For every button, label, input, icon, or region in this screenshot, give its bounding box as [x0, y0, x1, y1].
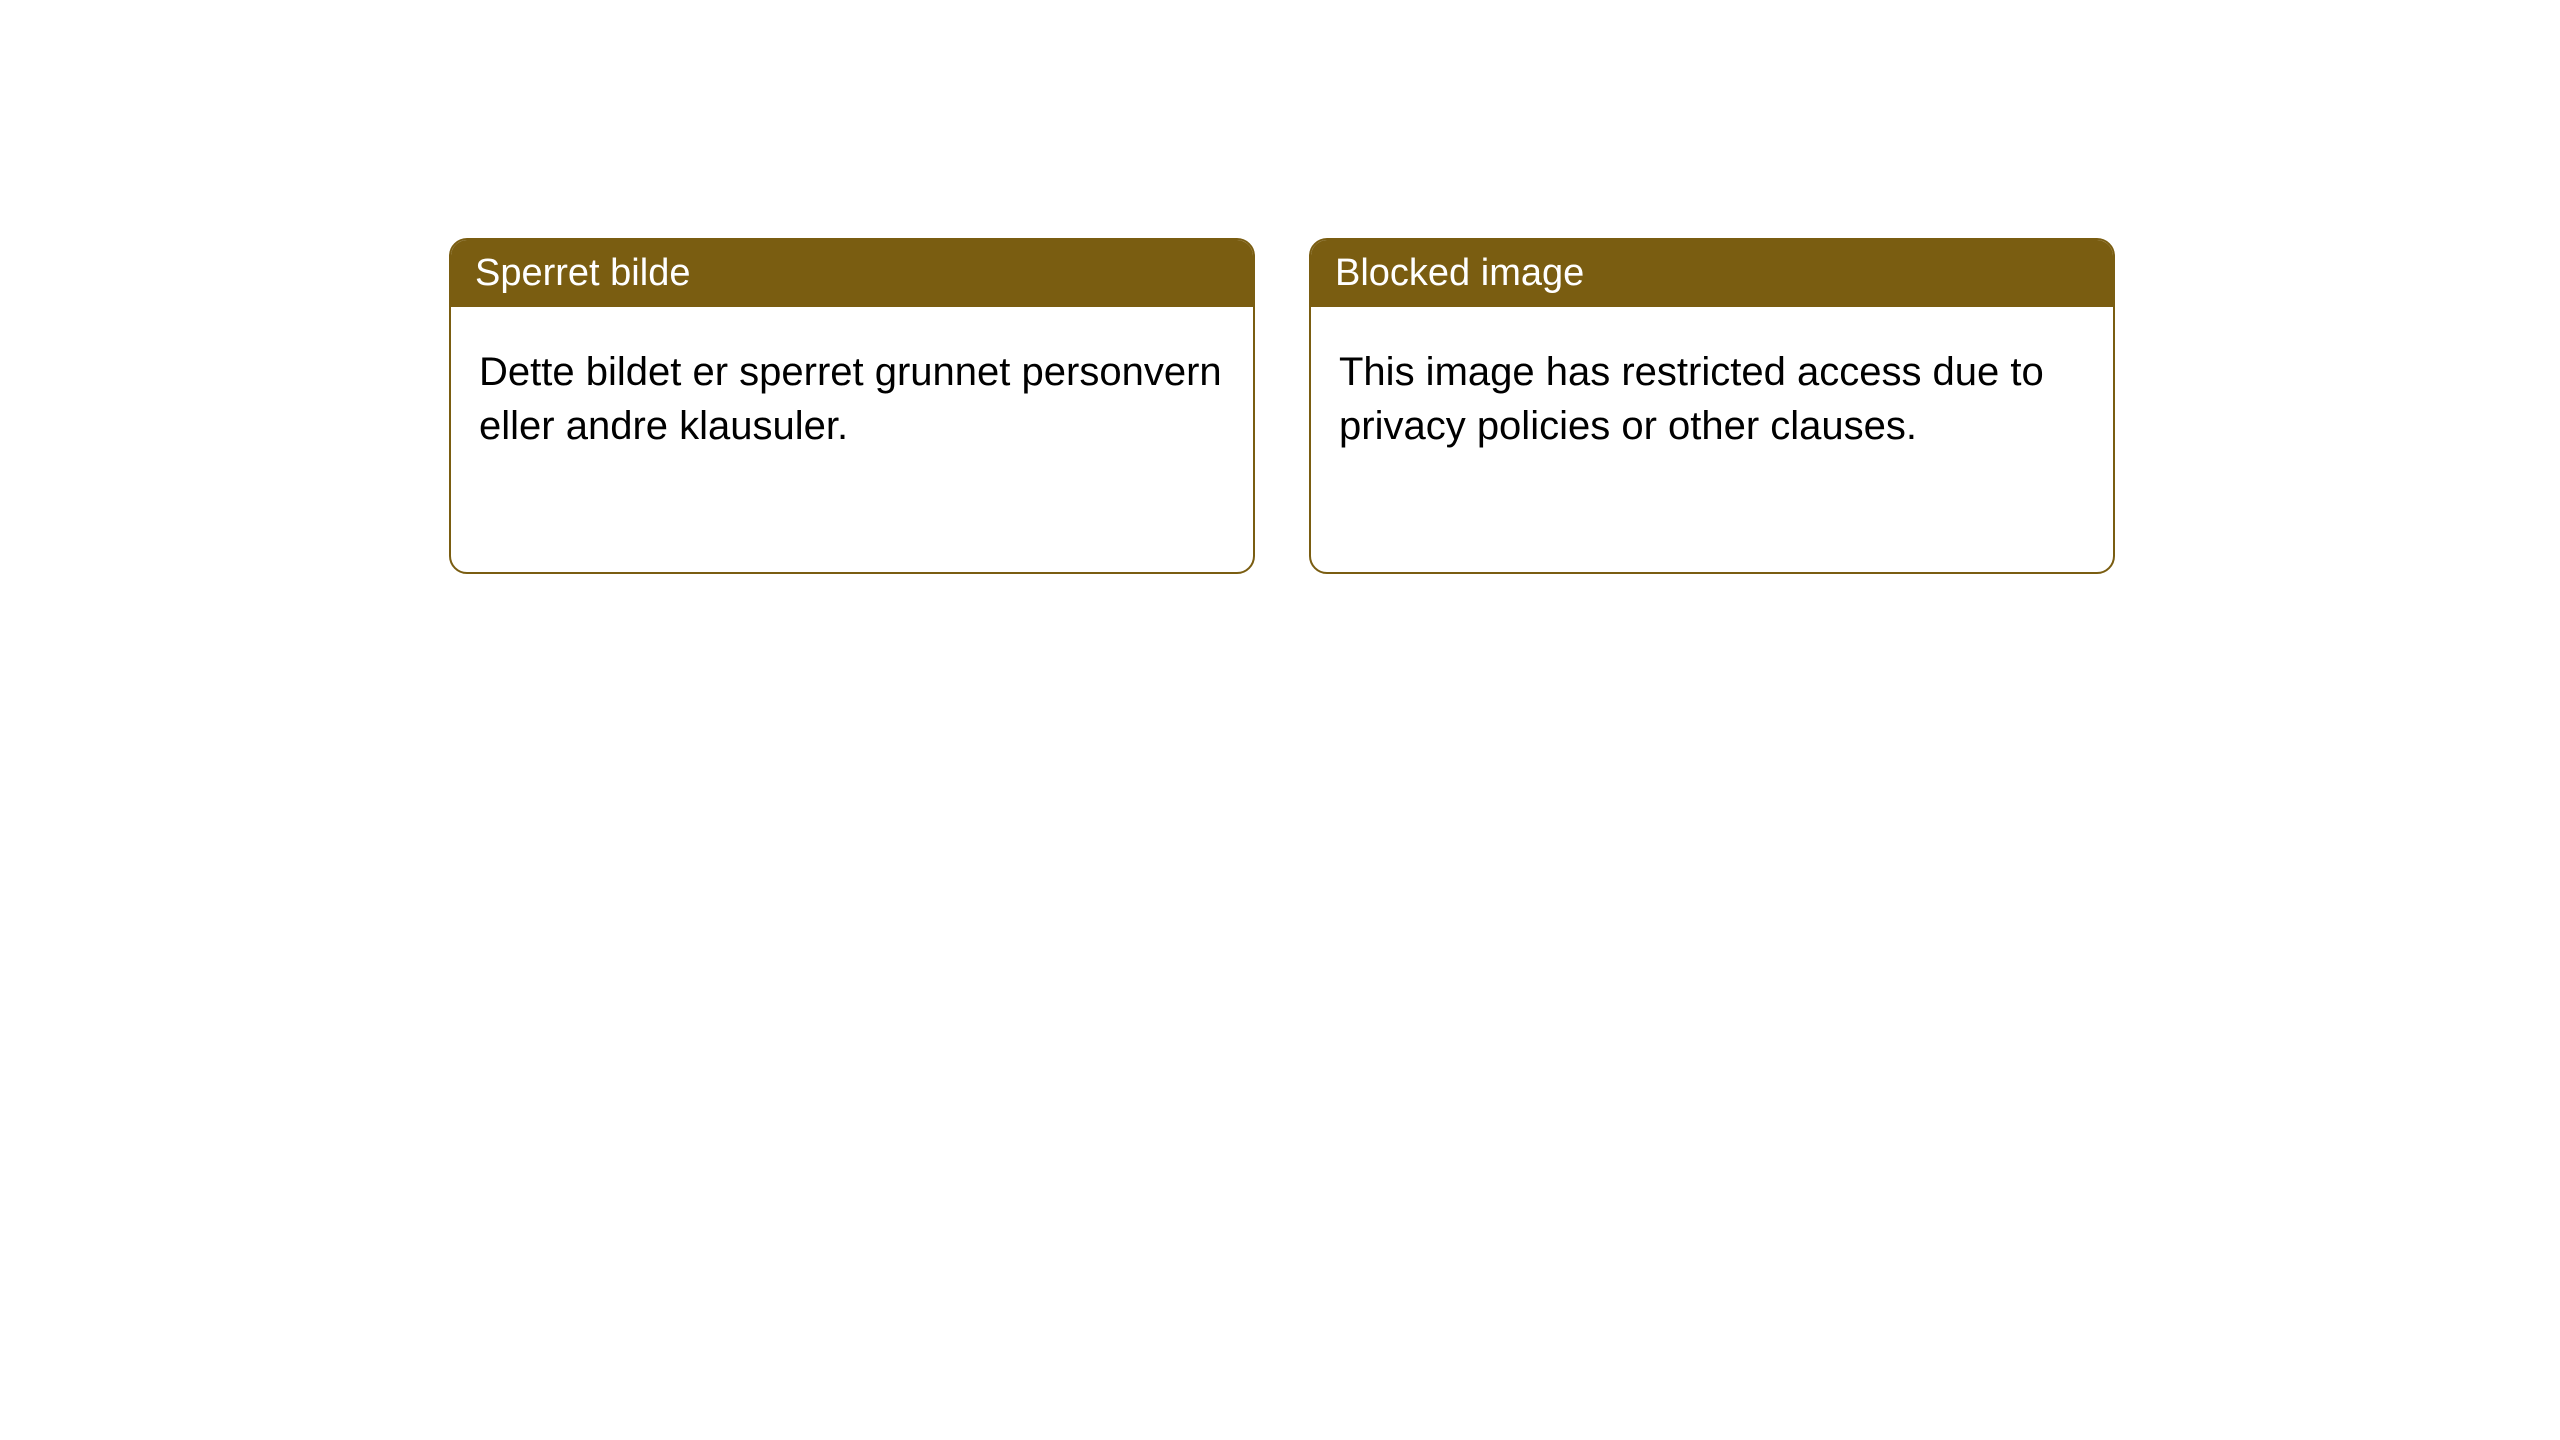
- notice-title-english: Blocked image: [1311, 240, 2113, 307]
- notice-container: Sperret bilde Dette bildet er sperret gr…: [0, 0, 2560, 574]
- notice-title-norwegian: Sperret bilde: [451, 240, 1253, 307]
- notice-card-norwegian: Sperret bilde Dette bildet er sperret gr…: [449, 238, 1255, 574]
- notice-body-english: This image has restricted access due to …: [1311, 307, 2113, 491]
- notice-body-norwegian: Dette bildet er sperret grunnet personve…: [451, 307, 1253, 491]
- notice-card-english: Blocked image This image has restricted …: [1309, 238, 2115, 574]
